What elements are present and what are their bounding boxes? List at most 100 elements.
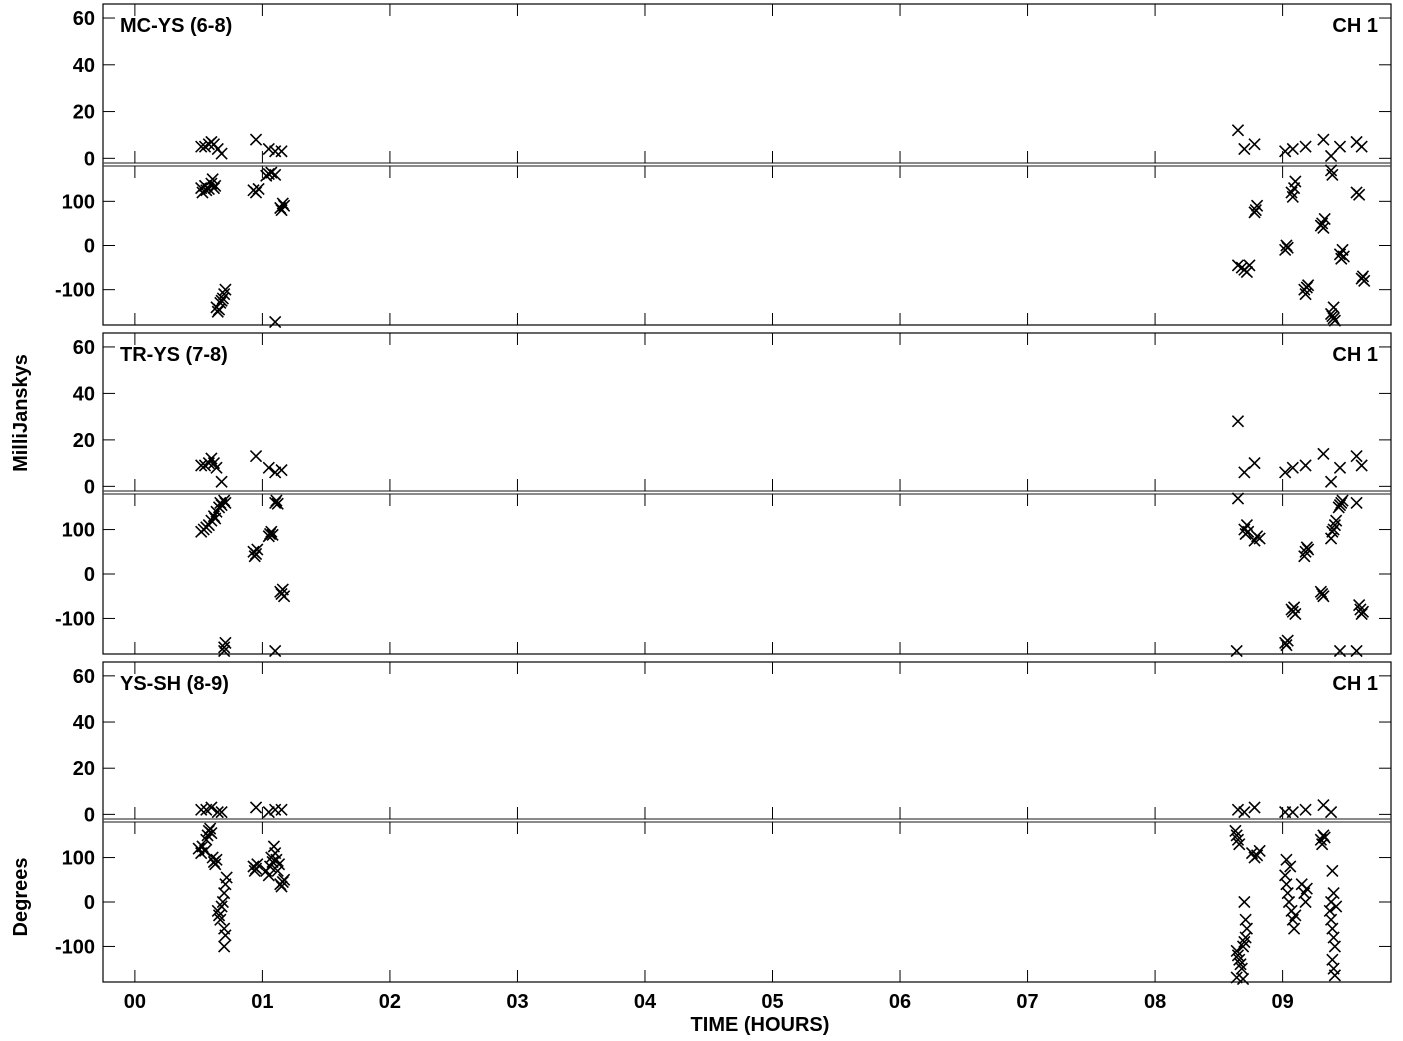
phase-tick-label: -100: [55, 936, 95, 958]
phase-point: [1230, 971, 1243, 984]
amplitude-point: [1355, 140, 1368, 153]
phase-point: [1250, 199, 1264, 212]
phase-point: [1330, 900, 1343, 913]
amplitude-point: [1324, 149, 1338, 163]
amplitude-point: [215, 805, 228, 819]
panel-title: MC-YS (6-8): [120, 15, 232, 37]
phase-point: [267, 840, 281, 853]
phase-point: [1299, 895, 1312, 909]
phase-point: [219, 878, 232, 891]
amplitude-point: [1324, 475, 1338, 488]
phase-tick-label: 0: [84, 564, 95, 586]
phase-point: [1230, 644, 1243, 658]
phase-point: [271, 864, 284, 878]
amplitude-point: [1299, 803, 1312, 816]
x-tick-label: 09: [1271, 991, 1293, 1013]
phase-point: [1289, 607, 1302, 621]
phase-point: [1243, 259, 1256, 272]
phase-point: [200, 184, 213, 197]
phase-point: [1242, 525, 1255, 538]
amp-tick-label: 0: [84, 476, 95, 498]
phase-point: [1328, 969, 1342, 982]
phase-point: [1287, 922, 1301, 935]
phase-point: [1239, 913, 1252, 926]
phase-point: [1350, 496, 1363, 510]
phase-point: [1327, 962, 1340, 975]
amp-tick-label: 40: [73, 383, 95, 405]
amplitude-point: [262, 805, 275, 819]
amp-tick-label: 40: [73, 55, 95, 77]
phase-point: [1238, 895, 1251, 909]
y-axis-title-amplitude: MilliJanskys: [10, 354, 32, 472]
amplitude-point: [210, 461, 223, 474]
phase-point: [269, 315, 282, 329]
phase-tick-label: 100: [62, 520, 95, 542]
phase-point: [1326, 864, 1339, 878]
amp-tick-label: 20: [73, 102, 95, 124]
amplitude-point: [1350, 450, 1363, 463]
phase-point: [252, 182, 265, 196]
phase-point: [1350, 644, 1363, 658]
phase-point: [209, 179, 222, 193]
amplitude-point: [1231, 803, 1245, 816]
panel-frame: [102, 3, 1392, 326]
y-axis-title-phase: Degrees: [10, 858, 32, 937]
amplitude-point: [1317, 133, 1330, 146]
phase-point: [271, 497, 284, 510]
channel-label: CH 1: [1332, 673, 1378, 695]
phase-point: [1299, 287, 1312, 301]
phase-tick-label: 0: [84, 892, 95, 914]
x-tick-label: 06: [889, 991, 911, 1013]
phase-point: [1240, 518, 1254, 532]
amplitude-point: [275, 145, 288, 158]
phase-point: [1318, 831, 1331, 844]
phase-point: [1281, 241, 1294, 254]
phase-point: [1287, 601, 1301, 614]
amplitude-point: [195, 459, 208, 472]
phase-tick-label: 0: [84, 236, 95, 258]
phase-point: [210, 853, 223, 866]
amplitude-point: [215, 475, 228, 488]
phase-point: [1358, 274, 1371, 287]
amplitude-point: [275, 803, 288, 816]
phase-point: [1324, 532, 1338, 545]
x-tick-label: 04: [634, 991, 657, 1013]
phase-tick-label: 100: [62, 848, 95, 870]
x-tick-label: 00: [124, 991, 146, 1013]
phase-tick-label: -100: [55, 280, 95, 302]
phase-point: [251, 543, 264, 556]
phase-tick-label: 100: [62, 191, 95, 213]
amp-tick-label: 60: [73, 8, 95, 30]
amplitude-point: [215, 147, 228, 160]
amp-tick-label: 0: [84, 804, 95, 826]
phase-point: [1253, 532, 1266, 545]
phase-point: [251, 858, 264, 871]
amplitude-point: [1231, 124, 1245, 137]
phase-point: [1235, 962, 1248, 975]
amplitude-point: [1299, 459, 1312, 472]
phase-point: [269, 168, 282, 181]
amplitude-point: [249, 801, 263, 814]
amp-tick-label: 60: [73, 666, 95, 688]
x-tick-label: 02: [379, 991, 401, 1013]
phase-point: [219, 636, 232, 650]
amplitude-point: [1248, 801, 1261, 814]
phase-point: [1317, 590, 1330, 603]
amplitude-point: [249, 450, 263, 463]
amplitude-point: [195, 803, 208, 816]
phase-point: [214, 913, 227, 926]
phase-point: [1287, 181, 1301, 195]
amplitude-point: [1355, 459, 1368, 472]
phase-point: [1233, 838, 1246, 851]
amplitude-point: [275, 463, 288, 477]
phase-point: [1327, 301, 1340, 314]
x-tick-label: 08: [1144, 991, 1166, 1013]
amplitude-point: [1299, 140, 1312, 153]
x-axis-title: TIME (HOURS): [691, 1014, 830, 1036]
phase-point: [270, 494, 283, 507]
amplitude-point: [269, 466, 282, 479]
x-tick-label: 03: [506, 991, 528, 1013]
